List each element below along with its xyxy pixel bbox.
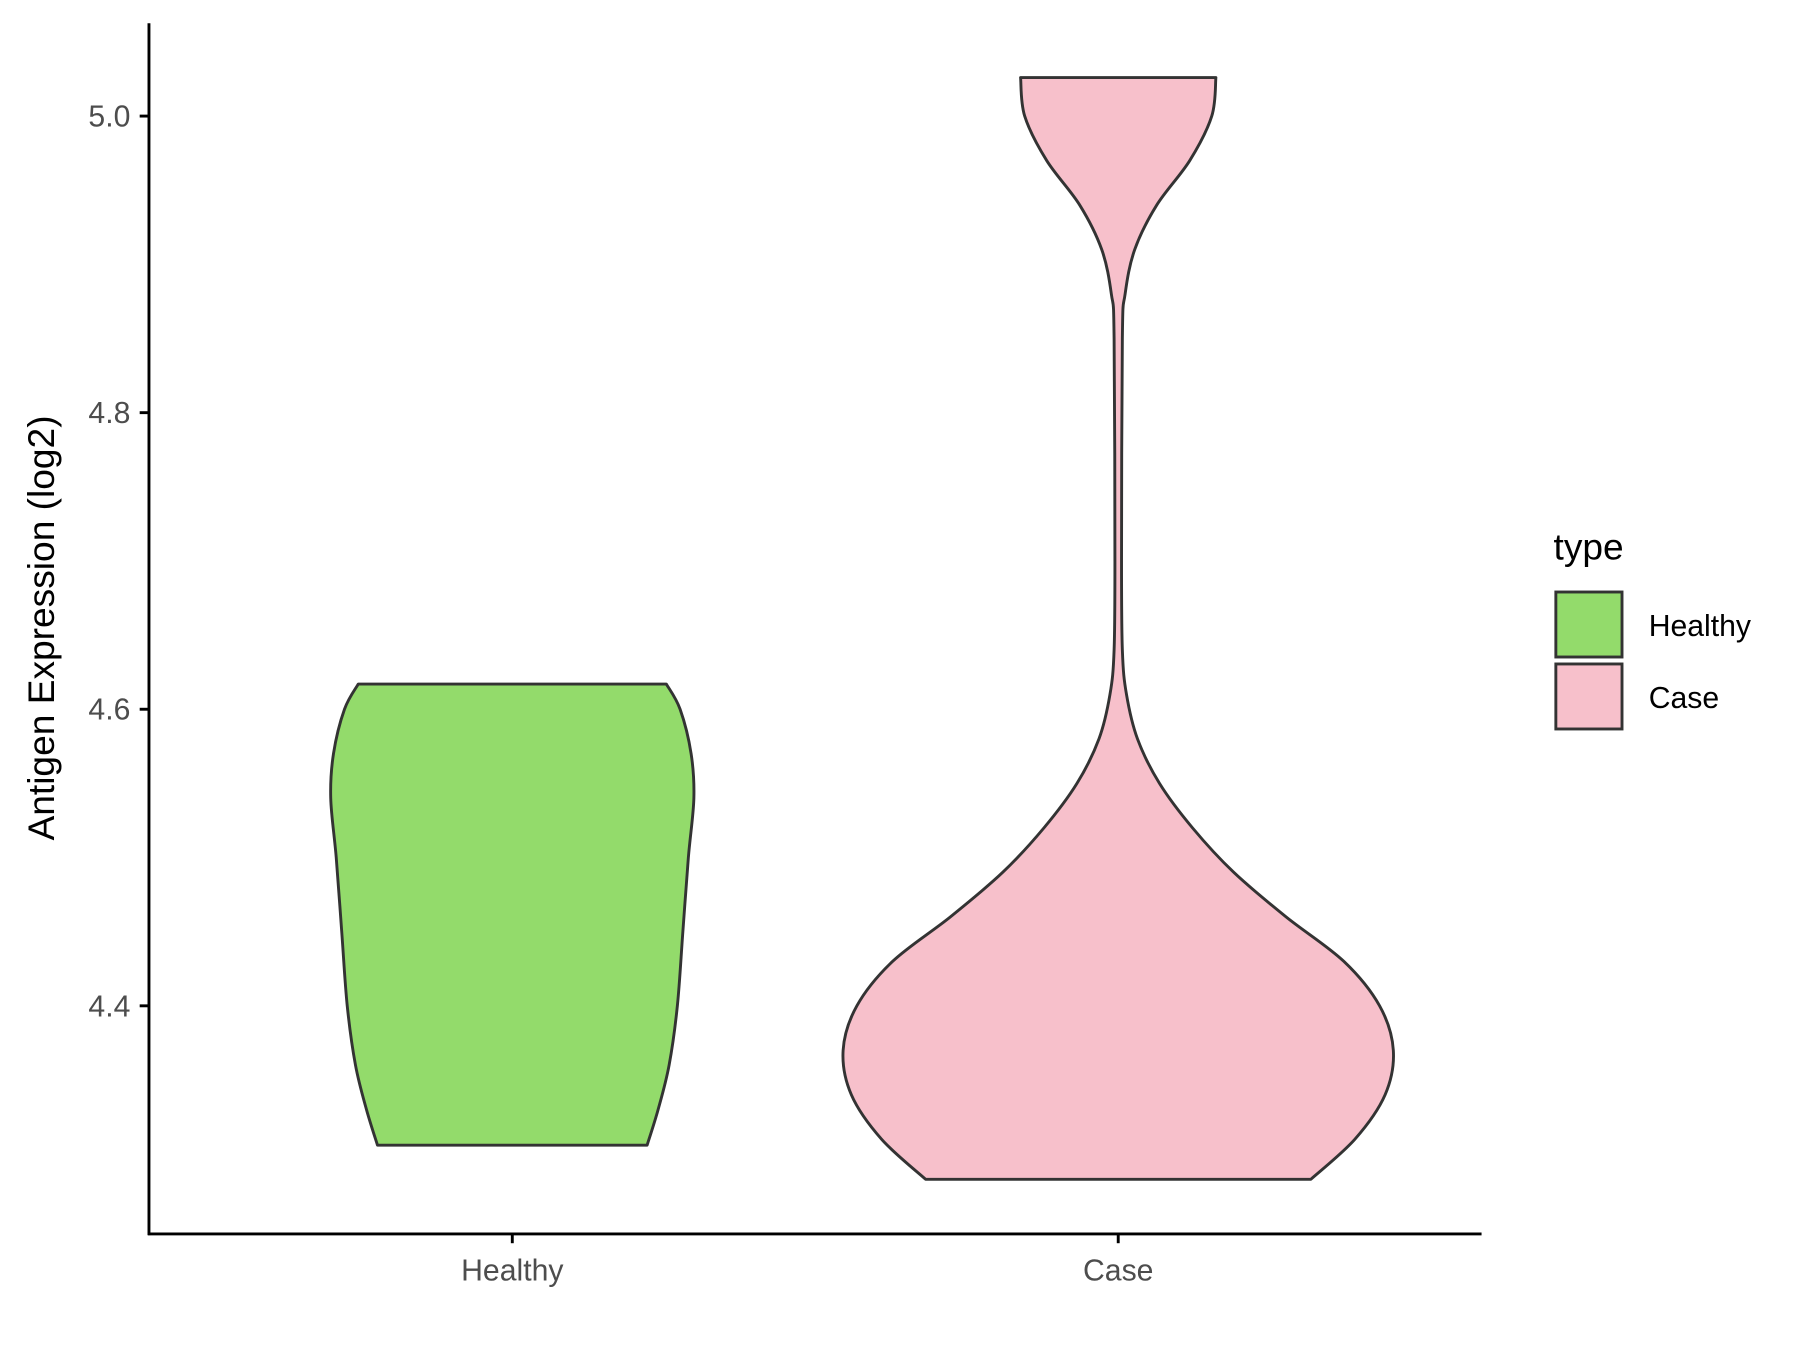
violin-case — [841, 76, 1395, 1181]
y-axis-title: Antigen Expression (log2) — [20, 415, 62, 840]
legend-label: Case — [1649, 682, 1719, 715]
legend-title: type — [1554, 526, 1624, 568]
legend-key-case — [1554, 662, 1624, 731]
y-tick-label: 4.4 — [88, 990, 130, 1023]
x-ticks: Healthy Case — [461, 1233, 1153, 1287]
legend-key-healthy — [1554, 590, 1624, 659]
y-ticks: 4.4 4.6 4.8 5.0 — [88, 101, 149, 1023]
y-tick-label: 5.0 — [88, 101, 130, 134]
legend-label: Healthy — [1649, 610, 1752, 643]
violin-healthy — [329, 682, 696, 1147]
y-tick-label: 4.8 — [88, 397, 130, 430]
violins — [329, 76, 1395, 1181]
x-tick-label: Case — [1083, 1254, 1153, 1287]
y-tick-label: 4.6 — [88, 694, 130, 727]
legend: type Healthy Case — [1554, 526, 1752, 731]
x-tick-label: Healthy — [461, 1254, 564, 1287]
